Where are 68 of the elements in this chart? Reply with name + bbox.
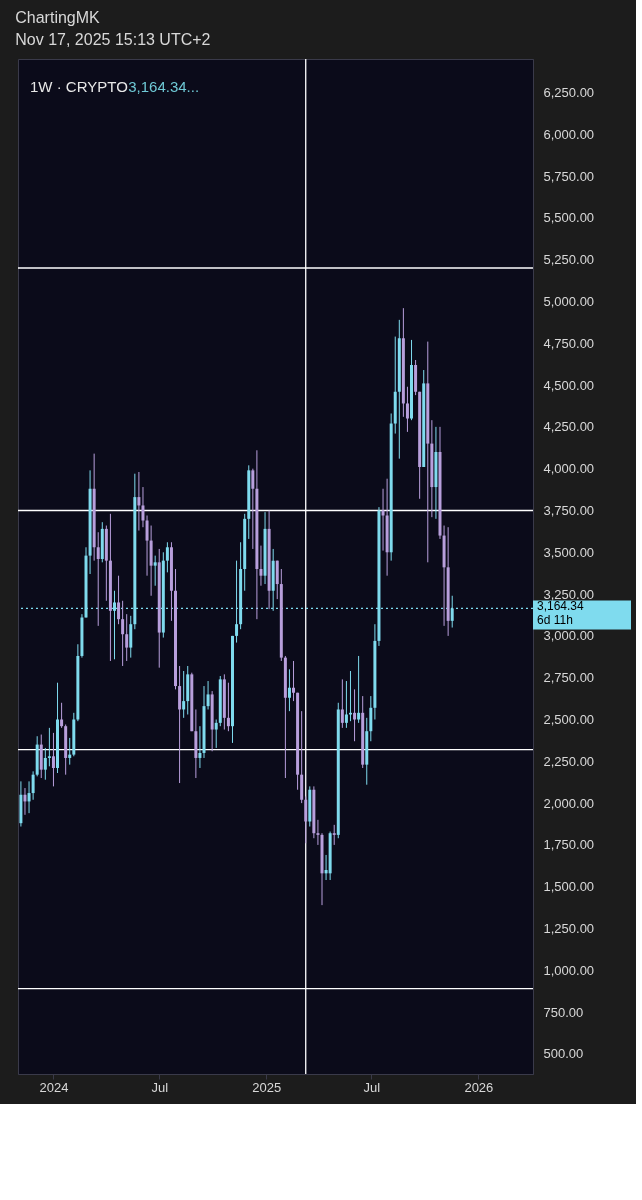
candlestick — [23, 787, 27, 816]
candlestick — [287, 668, 291, 712]
y-tick-label: 2,500.00 — [543, 712, 595, 727]
candlestick — [353, 688, 357, 742]
candlestick — [344, 680, 348, 729]
y-tick-label: 500.00 — [543, 1046, 584, 1062]
candlestick — [117, 575, 121, 625]
y-tick-label: 5,250.00 — [543, 252, 595, 268]
candlestick — [51, 732, 55, 787]
y-tick-label: 1,750.00 — [543, 837, 595, 853]
y-tick-label: 2,000.00 — [543, 795, 595, 811]
y-tick-label: 3,000.00 — [543, 628, 595, 644]
candlestick — [450, 595, 454, 629]
y-tick-label: 4,250.00 — [543, 419, 595, 435]
text: Nov 17, 2025 15:13 UTC+2 — [15, 31, 211, 49]
candlestick — [405, 386, 409, 433]
candlestick — [125, 613, 129, 662]
y-tick-label: 4,750.00 — [543, 335, 595, 351]
candlestick — [43, 747, 47, 781]
y-tick-label: 2,750.00 — [543, 670, 595, 686]
text: ChartingMK — [15, 9, 101, 27]
text: 1W · CRYPTO — [30, 78, 128, 95]
candlestick — [340, 678, 344, 729]
candlestick — [292, 660, 296, 702]
candlestick — [304, 795, 308, 844]
candlestick — [68, 737, 72, 766]
x-tick-label: 2025 — [252, 1079, 282, 1095]
candlestick — [226, 682, 230, 732]
y-tick-label: 6,250.00 — [543, 84, 595, 100]
y-tick-label: 5,000.00 — [543, 293, 595, 309]
y-tick-label: 1,000.00 — [543, 962, 595, 978]
candlestick — [182, 670, 186, 719]
text: 3,164.34... — [128, 78, 200, 95]
candlestick — [129, 615, 133, 659]
candlestick — [165, 541, 169, 573]
y-tick-label: 4,500.00 — [543, 377, 595, 393]
y-tick-label: 4,000.00 — [543, 461, 595, 477]
y-tick-label: 750.00 — [543, 1004, 584, 1020]
candlestick — [251, 468, 255, 550]
candlestick — [31, 770, 35, 801]
y-tick-label: 1,500.00 — [543, 879, 595, 895]
y-tick-label: 5,500.00 — [543, 210, 595, 226]
text: 6d 11h — [537, 613, 573, 628]
candlestick — [121, 600, 125, 667]
y-tick-label: 2,250.00 — [543, 753, 595, 769]
y-tick-label: 1,250.00 — [543, 921, 595, 937]
y-tick-label: 6,000.00 — [543, 126, 595, 142]
y-tick-label: 3,750.00 — [543, 502, 595, 518]
x-tick-label: 2024 — [39, 1079, 69, 1095]
candlestick — [357, 655, 361, 724]
candlestick — [214, 719, 218, 749]
y-tick-label: 3,500.00 — [543, 544, 595, 560]
candlestick — [369, 695, 373, 742]
candlestick — [137, 471, 141, 532]
candlestick — [153, 555, 157, 587]
candlestick — [178, 665, 182, 784]
y-tick-label: 3,250.00 — [543, 586, 595, 602]
x-tick-label: Jul — [363, 1079, 381, 1095]
y-tick-label: 5,750.00 — [543, 168, 595, 184]
candlestick — [332, 824, 336, 846]
candlestick — [60, 702, 64, 729]
candlestick — [275, 560, 279, 600]
candlestick — [198, 725, 202, 769]
candlestick — [96, 531, 100, 627]
ref-line-label: 3,164.34 — [537, 599, 585, 614]
x-tick-label: Jul — [151, 1079, 169, 1095]
candlestick — [47, 727, 51, 767]
x-tick-label: 2026 — [464, 1079, 494, 1095]
